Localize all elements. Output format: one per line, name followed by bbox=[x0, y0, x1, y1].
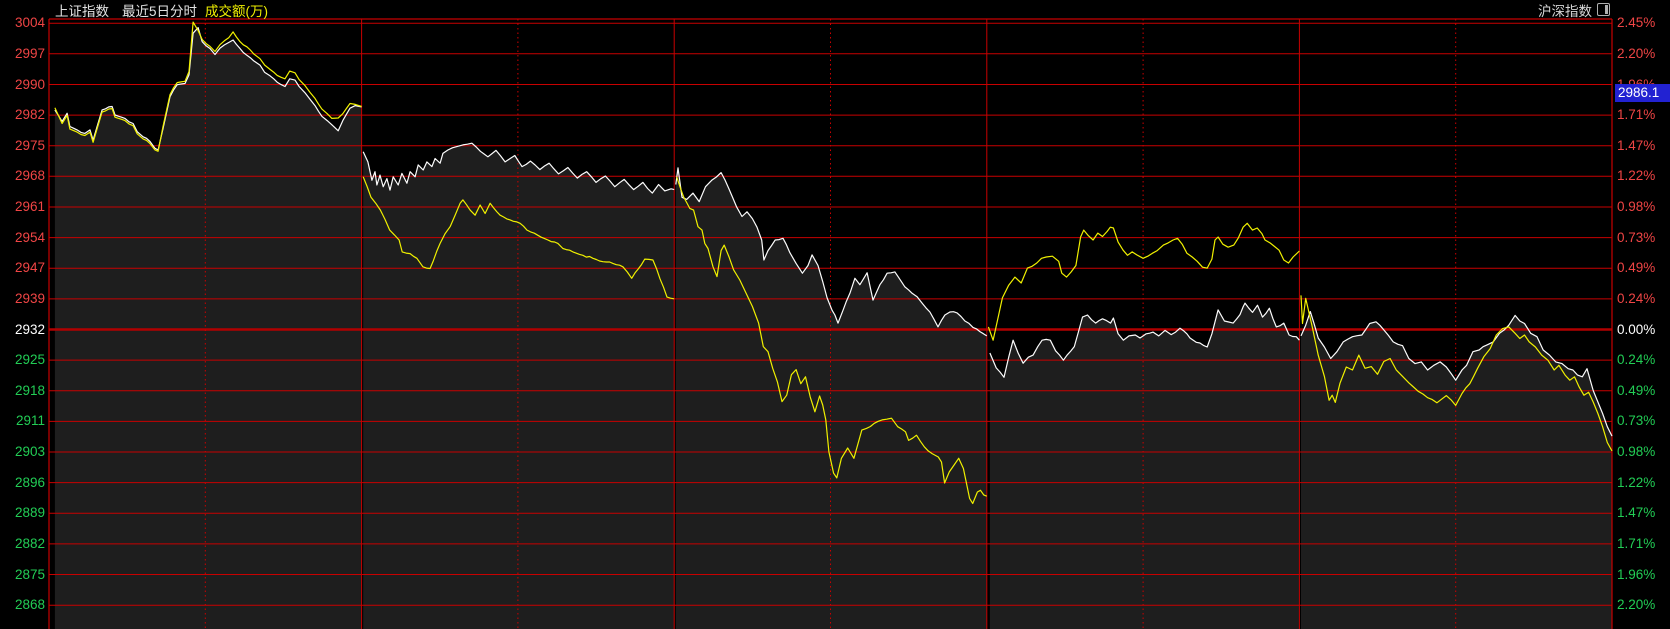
percent-tick-label: 0.49% bbox=[1617, 260, 1656, 276]
period-label: 最近5日分时 bbox=[122, 3, 198, 19]
price-tick-label: 2896 bbox=[14, 474, 45, 490]
percent-tick-label: 1.22% bbox=[1617, 168, 1656, 184]
price-tick-label: 2875 bbox=[14, 566, 45, 582]
turnover-label: 成交额(万) bbox=[205, 3, 269, 19]
percent-tick-label: 2.20% bbox=[1617, 45, 1656, 61]
price-tick-label: 2975 bbox=[14, 137, 45, 153]
price-tick-label: 2882 bbox=[14, 535, 45, 551]
percent-tick-label: 2.20% bbox=[1617, 597, 1656, 613]
percent-tick-label: 1.47% bbox=[1617, 137, 1656, 153]
price-tick-label: 2868 bbox=[14, 597, 45, 613]
chart-header: 上证指数 最近5日分时 成交额(万) bbox=[55, 1, 269, 19]
price-tick-label: 2932 bbox=[14, 321, 45, 337]
percent-tick-label: 0.73% bbox=[1617, 229, 1656, 245]
price-tick-label: 2982 bbox=[14, 107, 45, 123]
percent-tick-label: 1.71% bbox=[1617, 535, 1656, 551]
price-tick-label: 2911 bbox=[15, 413, 45, 429]
price-tick-label: 2903 bbox=[14, 444, 45, 459]
price-tick-label: 2947 bbox=[14, 260, 45, 276]
percent-tick-label: 1.71% bbox=[1617, 107, 1656, 123]
percent-tick-label: 0.24% bbox=[1617, 290, 1656, 306]
percent-tick-label: 1.47% bbox=[1617, 505, 1656, 521]
percent-tick-label: 0.00% bbox=[1617, 321, 1656, 337]
price-tick-label: 2961 bbox=[14, 199, 45, 214]
percent-tick-label: 0.73% bbox=[1617, 413, 1656, 429]
percent-tick-label: 0.24% bbox=[1617, 352, 1656, 368]
percent-tick-label: 0.98% bbox=[1617, 199, 1656, 214]
price-tick-label: 2925 bbox=[14, 352, 45, 368]
price-tick-label: 3004 bbox=[14, 15, 45, 31]
percent-tick-label: 1.96% bbox=[1617, 566, 1656, 582]
price-badge: 2986.1 bbox=[1615, 83, 1670, 102]
percent-tick-label: 2.45% bbox=[1617, 15, 1656, 31]
price-tick-label: 2997 bbox=[14, 45, 45, 61]
price-tick-label: 2889 bbox=[14, 505, 45, 521]
hushen-index-switch[interactable]: 沪深指数 bbox=[1538, 1, 1610, 19]
price-tick-label: 2954 bbox=[14, 229, 45, 245]
price-tick-label: 2939 bbox=[14, 290, 45, 306]
percent-tick-label: 1.22% bbox=[1617, 474, 1656, 490]
price-tick-label: 2918 bbox=[14, 382, 45, 398]
hushen-index-label: 沪深指数 bbox=[1538, 3, 1592, 19]
index-name-label: 上证指数 bbox=[55, 3, 109, 19]
price-tick-label: 2968 bbox=[14, 168, 45, 184]
panel-icon bbox=[1597, 3, 1610, 16]
price-tick-label: 2990 bbox=[14, 76, 45, 92]
percent-tick-label: 0.98% bbox=[1617, 444, 1656, 459]
percent-tick-label: 0.49% bbox=[1617, 382, 1656, 398]
